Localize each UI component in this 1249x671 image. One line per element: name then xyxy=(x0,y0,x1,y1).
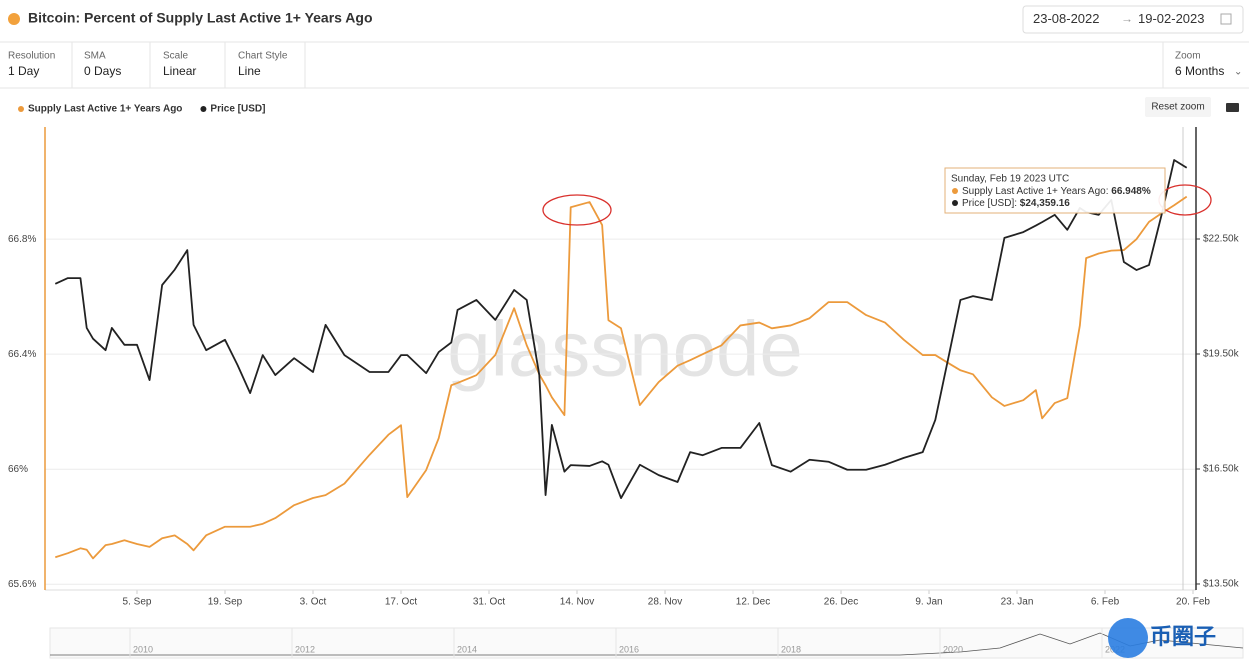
legend: Supply Last Active 1+ Years Ago Price [US… xyxy=(18,104,265,115)
tooltip xyxy=(944,167,1166,214)
x-tick-label: 19. Sep xyxy=(208,597,243,608)
toolbar-label: Chart Style xyxy=(238,51,288,62)
highlight-circle xyxy=(542,194,612,226)
x-tick-label: 28. Nov xyxy=(648,597,682,608)
navigator-year: 2010 xyxy=(133,644,153,654)
date-range[interactable] xyxy=(1022,5,1244,34)
y2-tick-label: $13.50k xyxy=(1203,579,1240,590)
navigator-year: 2012 xyxy=(295,644,315,654)
date-from: 23-08-2022 xyxy=(1033,11,1100,26)
tooltip-label: Price [USD]: $24,359.16 xyxy=(962,198,1070,209)
logo-text: 币圈子 xyxy=(1150,624,1216,649)
reset-zoom-button[interactable] xyxy=(1145,97,1211,117)
legend-dot xyxy=(200,106,207,112)
toolbar-value[interactable]: Line xyxy=(238,64,261,78)
reset-zoom-label: Reset zoom xyxy=(1151,102,1204,113)
date-arrow: → xyxy=(1121,12,1133,26)
logo-icon xyxy=(1108,618,1148,658)
toolbar-label: SMA xyxy=(84,51,106,62)
x-tick-label: 5. Sep xyxy=(123,597,152,608)
dropdown-caret: ⌄ xyxy=(1234,67,1242,78)
y-tick-label: 66.8% xyxy=(8,234,36,245)
toolbar-label: Scale xyxy=(163,51,188,62)
navigator-year: 2016 xyxy=(619,644,639,654)
tooltip-date: Sunday, Feb 19 2023 UTC xyxy=(951,174,1069,185)
y-tick-label: 65.6% xyxy=(8,579,36,590)
toolbar: Resolution 1 Day SMA 0 Days Scale Linear Chart… xyxy=(8,42,306,88)
x-tick-label: 20. Feb xyxy=(1176,597,1210,608)
x-tick-label: 14. Nov xyxy=(560,597,594,608)
x-tick-label: 17. Oct xyxy=(385,597,417,608)
y2-tick-label: $19.50k xyxy=(1203,349,1240,360)
y2-tick-label: $16.50k xyxy=(1203,464,1240,475)
y2-tick-label: $22.50k xyxy=(1203,234,1240,245)
navigator-year: 2014 xyxy=(457,644,477,654)
plot: 65.6% 66% 66.4% 66.8% $13.50k $16.50k $19.50k $… xyxy=(8,127,1240,608)
series-line xyxy=(55,195,1188,560)
toolbar-label: Resolution xyxy=(8,51,55,62)
bitcoin-icon xyxy=(8,13,20,25)
toolbar-value[interactable]: 1 Day xyxy=(8,64,39,78)
x-tick-label: 26. Dec xyxy=(824,597,858,608)
title: Bitcoin: Percent of Supply Last Active 1… xyxy=(28,10,373,26)
tooltip-dot xyxy=(952,200,958,206)
x-tick-label: 23. Jan xyxy=(1001,597,1034,608)
toolbar-value[interactable]: 0 Days xyxy=(84,64,121,78)
x-tick-label: 6. Feb xyxy=(1091,597,1120,608)
x-tick-label: 9. Jan xyxy=(915,597,942,608)
x-tick-label: 31. Oct xyxy=(473,597,505,608)
series-line xyxy=(54,159,1188,500)
navigator[interactable] xyxy=(49,627,1244,659)
navigator-year: 2020 xyxy=(943,644,963,654)
legend-label[interactable]: Supply Last Active 1+ Years Ago xyxy=(28,104,182,115)
tooltip-label: Supply Last Active 1+ Years Ago: 66.948% xyxy=(962,186,1151,197)
legend-label[interactable]: Price [USD] xyxy=(210,104,265,115)
zoom-value[interactable]: 6 Months xyxy=(1175,64,1224,78)
y-tick-label: 66% xyxy=(8,464,28,475)
date-to: 19-02-2023 xyxy=(1138,11,1205,26)
toolbar-value[interactable]: Linear xyxy=(163,64,196,78)
zoom-label: Zoom xyxy=(1175,51,1201,62)
y-tick-label: 66.4% xyxy=(8,349,36,360)
watermark: glassnode xyxy=(447,305,803,393)
x-tick-label: 12. Dec xyxy=(736,597,770,608)
tooltip-dot xyxy=(952,188,958,194)
legend-dot xyxy=(18,106,24,112)
x-tick-label: 3. Oct xyxy=(300,597,327,608)
calendar-icon xyxy=(1220,13,1232,25)
navigator-year: 2018 xyxy=(781,644,801,654)
camera-icon[interactable] xyxy=(1226,103,1239,112)
